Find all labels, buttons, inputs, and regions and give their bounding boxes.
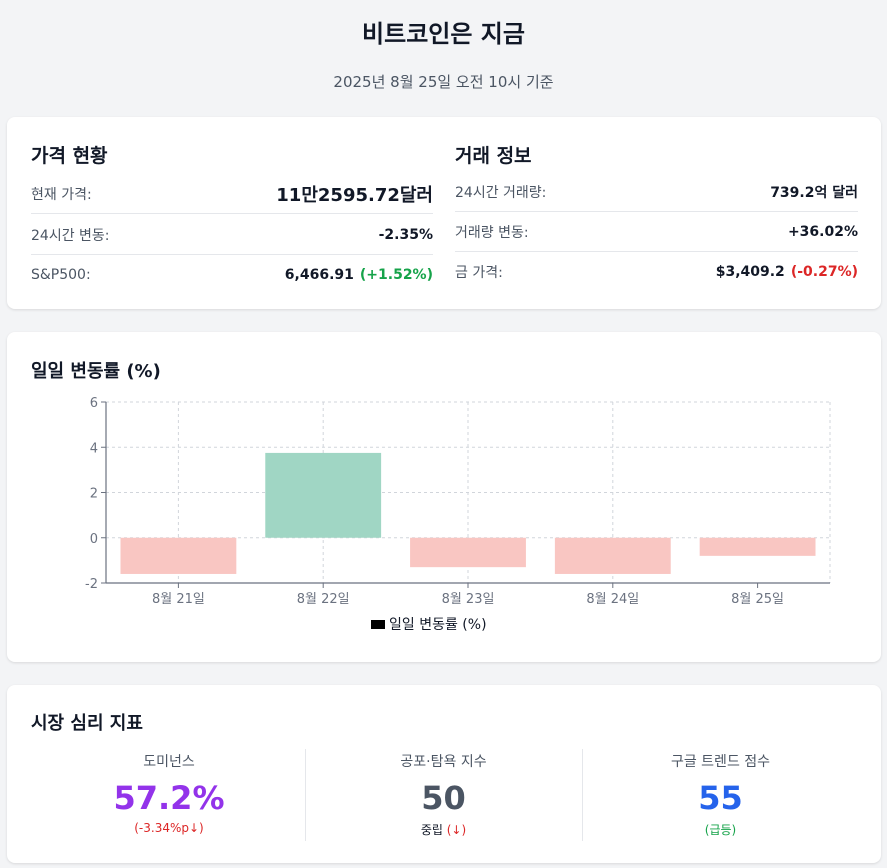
sp500-label: S&P500: bbox=[31, 266, 91, 283]
info-card: 가격 현황 현재 가격: 11만2595.72달러 24시간 변동: -2.35… bbox=[7, 117, 881, 309]
google-trends-label: 구글 트렌드 점수 bbox=[670, 754, 771, 770]
y-tick-label-3: 4 bbox=[90, 441, 98, 456]
bar-1 bbox=[120, 537, 237, 574]
gold-price-value-group: $3,409.2 (-0.27%) bbox=[716, 264, 858, 280]
change-24h-label: 24시간 변동: bbox=[31, 228, 110, 244]
x-tick-label-1: 8월 21일 bbox=[152, 592, 205, 607]
legend-swatch bbox=[371, 620, 385, 629]
dominance-label: 도미넌스 bbox=[143, 754, 195, 770]
fear-greed-note-main: 중립 bbox=[420, 823, 443, 837]
legend-label: 일일 변동률 (%) bbox=[389, 617, 487, 633]
change-24h-value: -2.35% bbox=[378, 227, 433, 243]
fear-greed-metric: 공포·탐욕 지수 50 중립 (↓) bbox=[305, 749, 581, 841]
x-tick-label-2: 8월 22일 bbox=[297, 592, 350, 607]
gold-price-label: 금 가격: bbox=[455, 264, 503, 281]
dominance-metric: 도미넌스 57.2% (-3.34%p↓) bbox=[31, 749, 307, 841]
y-tick-label-2: 2 bbox=[90, 487, 98, 502]
fear-greed-note: 중립 (↓) bbox=[306, 821, 581, 838]
page-subtitle: 2025년 8월 25일 오전 10시 기준 bbox=[333, 73, 554, 91]
google-trends-value: 55 bbox=[698, 779, 743, 817]
bar-4 bbox=[554, 537, 671, 574]
volume-change-value: +36.02% bbox=[787, 224, 858, 240]
chart-title: 일일 변동률 (%) bbox=[31, 361, 161, 382]
current-price-row: 현재 가격: 11만2595.72달러 bbox=[31, 175, 433, 214]
y-tick-label-4: 6 bbox=[90, 396, 98, 411]
trade-info-title: 거래 정보 bbox=[455, 145, 532, 167]
volume-change-row: 거래량 변동: +36.02% bbox=[455, 213, 858, 252]
bar-2 bbox=[265, 452, 382, 538]
fear-greed-note-sub: (↓) bbox=[446, 823, 467, 837]
bar-3 bbox=[410, 537, 526, 568]
volume-change-label: 거래량 변동: bbox=[455, 225, 529, 241]
price-status-title: 가격 현황 bbox=[31, 145, 108, 167]
dominance-value: 57.2% bbox=[113, 779, 225, 817]
current-price-label: 현재 가격: bbox=[31, 187, 92, 203]
y-tick-label-0: -2 bbox=[85, 577, 98, 592]
bar-5 bbox=[699, 537, 816, 556]
volume-24h-value: 739.2억 달러 bbox=[770, 185, 858, 201]
daily-change-chart: 8월 21일 8월 22일 8월 23일 8월 24일 8월 25일 -2 0 2 4 6 일일 변… bbox=[85, 396, 831, 633]
fear-greed-value: 50 bbox=[421, 779, 466, 817]
sentiment-card: 시장 심리 지표 도미넌스 57.2% (-3.34%p↓) 공포·탐욕 지수 … bbox=[7, 685, 881, 863]
current-price-value: 11만2595.72달러 bbox=[276, 185, 433, 206]
x-tick-label-5: 8월 25일 bbox=[731, 592, 784, 607]
y-tick-label-1: 0 bbox=[90, 532, 98, 547]
sp500-change: (+1.52%) bbox=[359, 266, 433, 283]
gold-price-change: (-0.27%) bbox=[790, 263, 858, 280]
google-trends-note: (급등) bbox=[704, 823, 737, 837]
fear-greed-label: 공포·탐욕 지수 bbox=[400, 754, 487, 770]
sp500-value-group: 6,466.91 (+1.52%) bbox=[285, 267, 433, 283]
google-trends-metric: 구글 트렌드 점수 55 (급등) bbox=[582, 749, 858, 841]
sp500-row: S&P500: 6,466.91 (+1.52%) bbox=[31, 255, 433, 294]
change-24h-row: 24시간 변동: -2.35% bbox=[31, 216, 433, 255]
x-tick-label-3: 8월 23일 bbox=[442, 592, 495, 607]
dominance-note: (-3.34%p↓) bbox=[134, 821, 204, 835]
page-title: 비트코인은 지금 bbox=[362, 20, 525, 48]
gold-price-row: 금 가격: $3,409.2 (-0.27%) bbox=[455, 252, 858, 291]
sp500-value: 6,466.91 bbox=[284, 266, 354, 283]
x-tick-label-4: 8월 24일 bbox=[586, 592, 639, 607]
volume-24h-label: 24시간 거래량: bbox=[455, 185, 547, 201]
volume-24h-row: 24시간 거래량: 739.2억 달러 bbox=[455, 173, 858, 212]
gold-price-value: $3,409.2 bbox=[715, 263, 785, 280]
daily-change-card: 일일 변동률 (%) 8월 21일 8월 22일 8월 23일 8월 24일 8월 25… bbox=[7, 332, 881, 662]
sentiment-title: 시장 심리 지표 bbox=[31, 713, 143, 734]
